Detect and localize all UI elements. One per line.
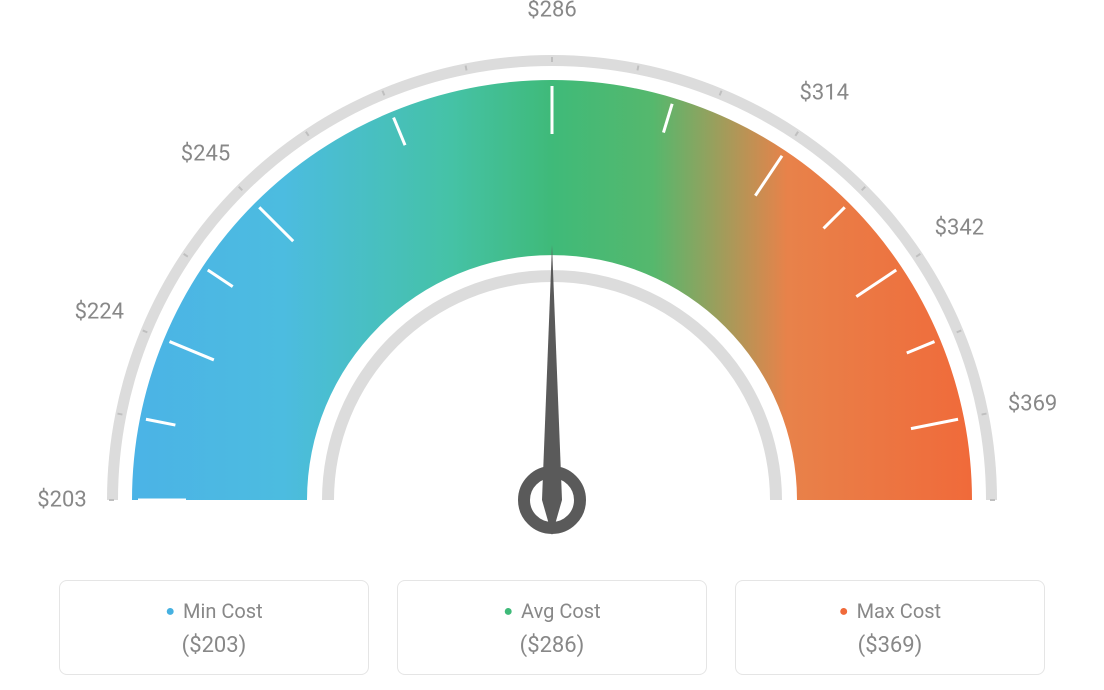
gauge-tick-label: $286 xyxy=(527,0,576,23)
legend-value-max: ($369) xyxy=(746,633,1034,658)
cost-gauge: $203 $224 $245 $286 $314 $342 $369 xyxy=(0,0,1104,560)
gauge-tick-label: $369 xyxy=(1008,392,1057,417)
legend-item-min: Min Cost ($203) xyxy=(59,580,369,675)
gauge-svg xyxy=(0,0,1104,560)
gauge-tick-label: $245 xyxy=(181,141,230,166)
legend-title-min: Min Cost xyxy=(70,599,358,623)
gauge-tick-label: $342 xyxy=(935,215,984,240)
legend-value-min: ($203) xyxy=(70,633,358,658)
legend-title-max: Max Cost xyxy=(746,599,1034,623)
legend-value-avg: ($286) xyxy=(408,633,696,658)
legend: Min Cost ($203) Avg Cost ($286) Max Cost… xyxy=(0,580,1104,675)
legend-item-max: Max Cost ($369) xyxy=(735,580,1045,675)
gauge-tick-label: $224 xyxy=(75,300,124,325)
gauge-tick-label: $314 xyxy=(799,80,848,105)
gauge-tick-label: $203 xyxy=(37,488,86,513)
legend-title-avg: Avg Cost xyxy=(408,599,696,623)
legend-item-avg: Avg Cost ($286) xyxy=(397,580,707,675)
